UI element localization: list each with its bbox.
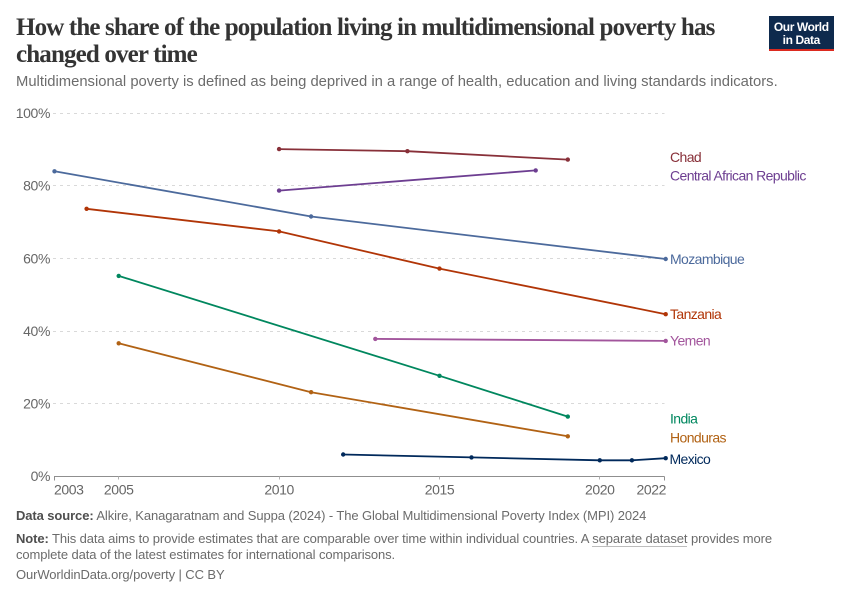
svg-text:100%: 100% [16, 105, 50, 121]
svg-text:0%: 0% [31, 468, 50, 484]
svg-text:Mexico: Mexico [670, 451, 712, 467]
svg-text:India: India [670, 411, 698, 427]
svg-text:Tanzania: Tanzania [670, 306, 722, 322]
svg-text:2010: 2010 [264, 482, 294, 498]
svg-text:Chad: Chad [670, 149, 701, 165]
svg-text:Central African Republic: Central African Republic [670, 168, 806, 184]
svg-text:40%: 40% [23, 323, 50, 339]
svg-text:Mozambique: Mozambique [670, 251, 745, 267]
svg-text:20%: 20% [23, 396, 50, 412]
svg-text:80%: 80% [23, 178, 50, 194]
svg-text:Honduras: Honduras [670, 430, 727, 446]
svg-text:2015: 2015 [425, 482, 455, 498]
svg-text:60%: 60% [23, 250, 50, 266]
svg-text:2003: 2003 [54, 482, 84, 498]
svg-text:2005: 2005 [104, 482, 134, 498]
svg-text:2020: 2020 [585, 482, 615, 498]
svg-text:Yemen: Yemen [670, 333, 710, 349]
svg-text:2022: 2022 [636, 482, 666, 498]
